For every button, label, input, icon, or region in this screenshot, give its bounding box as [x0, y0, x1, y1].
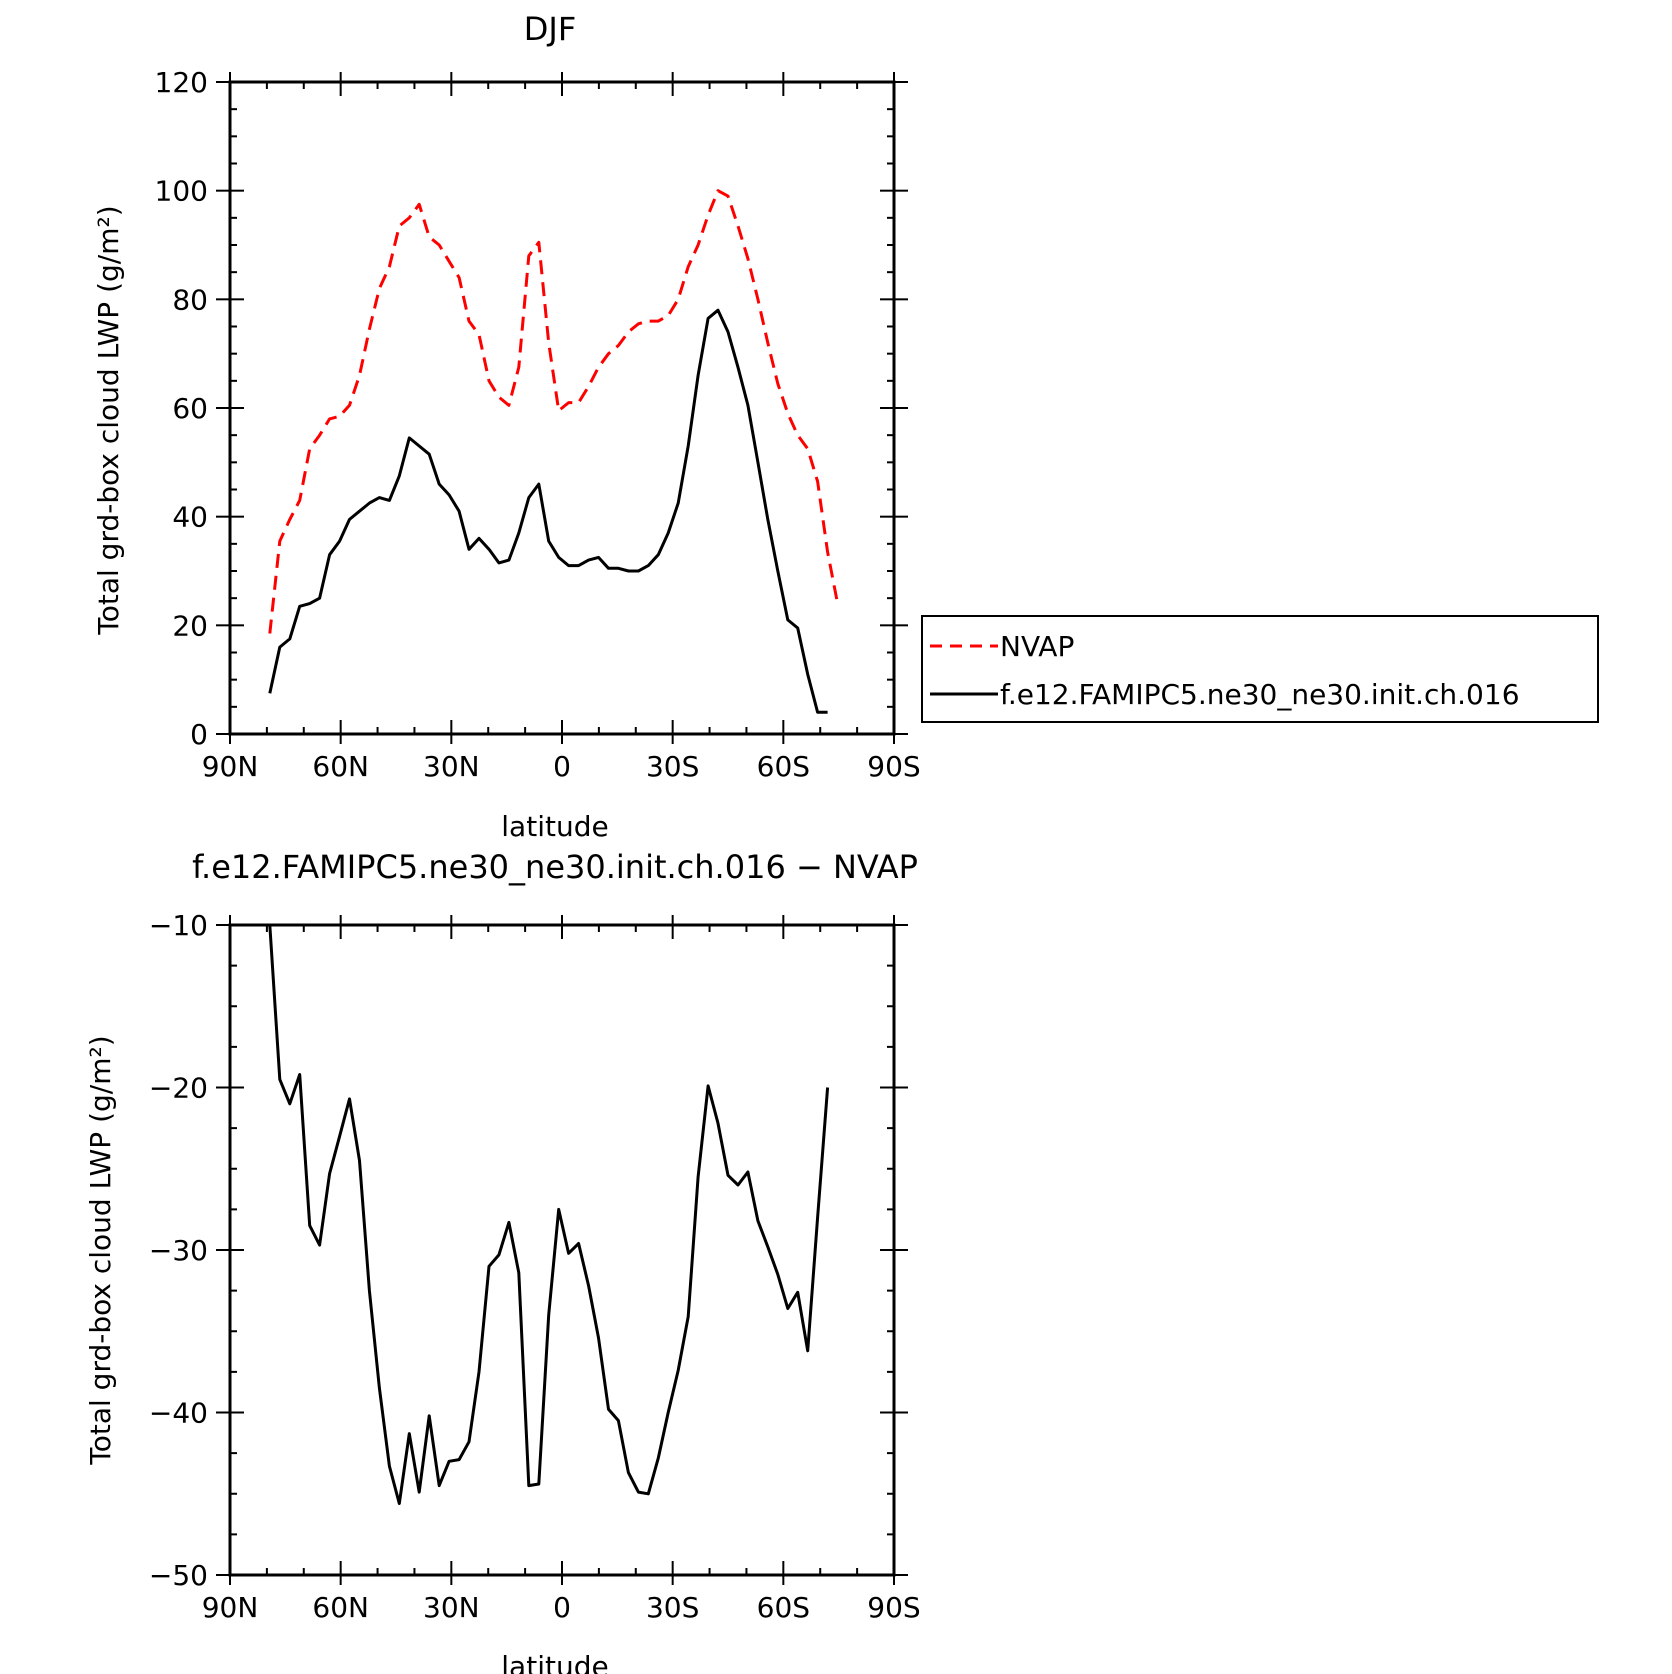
top-x-axis-label: latitude [501, 810, 608, 843]
y-tick-label: 120 [155, 66, 208, 99]
bottom-plot-marks: 90N 60N 30N 0 30S 60S 90S −50 −40 −30 −20 −10 [149, 909, 921, 1624]
bottom-chart-title: f.e12.FAMIPC5.ne30_ne30.init.ch.016 − NV… [192, 848, 918, 886]
nvap-series-line [268, 189, 840, 634]
y-tick-label: 80 [172, 283, 208, 316]
bottom-plot-frame [228, 923, 896, 1577]
top-plot-marks: 90N 60N 30N 0 30S 60S 90S 0 20 40 60 80 100 120 [155, 66, 921, 783]
top-chart-title: DJF [524, 10, 576, 48]
x-tick-label: 30S [646, 750, 699, 783]
x-tick-label: 90S [867, 750, 920, 783]
x-tick-label: 90S [867, 1591, 920, 1624]
y-tick-label: 100 [155, 175, 208, 208]
y-tick-label: −50 [149, 1559, 208, 1592]
top-y-axis-label: Total grd-box cloud LWP (g/m²) [92, 205, 125, 635]
y-tick-label: 0 [190, 718, 208, 751]
top-panel: DJF 90N 60N 30N 0 30S 60S 90S 0 20 40 60 80 100 120 l… [92, 10, 921, 843]
x-tick-label: 60N [312, 1591, 369, 1624]
y-tick-label: −20 [149, 1072, 208, 1105]
y-tick-label: 20 [172, 609, 208, 642]
legend-box [921, 615, 1599, 723]
x-tick-label: 30N [423, 750, 480, 783]
y-tick-label: −40 [149, 1397, 208, 1430]
x-tick-label: 60N [312, 750, 369, 783]
y-tick-label: 60 [172, 392, 208, 425]
x-tick-label: 0 [553, 750, 571, 783]
y-tick-label: −30 [149, 1234, 208, 1267]
x-tick-label: 30S [646, 1591, 699, 1624]
bottom-panel: f.e12.FAMIPC5.ne30_ne30.init.ch.016 − NV… [84, 848, 921, 1674]
x-tick-label: 0 [553, 1591, 571, 1624]
difference-series-line [268, 924, 830, 1505]
y-tick-label: −10 [149, 909, 208, 942]
legend: NVAP f.e12.FAMIPC5.ne30_ne30.init.ch.016 [921, 615, 1599, 723]
bottom-y-axis-label: Total grd-box cloud LWP (g/m²) [84, 1035, 117, 1465]
legend-label-model: f.e12.FAMIPC5.ne30_ne30.init.ch.016 [1000, 678, 1520, 711]
bottom-x-axis-label: latitude [501, 1650, 608, 1674]
y-tick-label: 40 [172, 501, 208, 534]
x-tick-label: 90N [202, 1591, 259, 1624]
legend-label-nvap: NVAP [1000, 630, 1074, 663]
x-tick-label: 60S [757, 1591, 810, 1624]
x-tick-label: 30N [423, 1591, 480, 1624]
x-tick-label: 90N [202, 750, 259, 783]
x-tick-label: 60S [757, 750, 810, 783]
model-series-line [268, 308, 828, 714]
